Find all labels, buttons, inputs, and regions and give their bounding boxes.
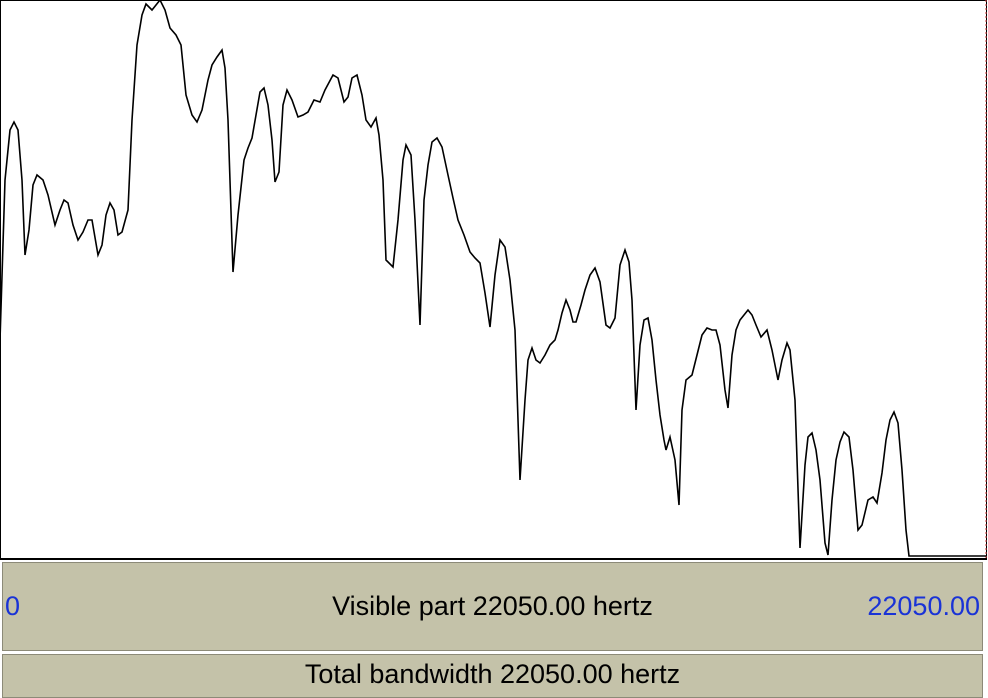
end-frequency: 22050.00 bbox=[867, 591, 980, 621]
visible-part-bar[interactable]: 0 Visible part 22050.00 hertz 22050.00 bbox=[2, 562, 983, 651]
start-frequency: 0 bbox=[5, 591, 21, 621]
total-bandwidth-bar[interactable]: Total bandwidth 22050.00 hertz bbox=[2, 654, 983, 698]
total-bandwidth-label: Total bandwidth 22050.00 hertz bbox=[304, 659, 681, 689]
plot-frame bbox=[0, 0, 987, 560]
spectrum-curve bbox=[0, 0, 986, 557]
spectrum-plot bbox=[0, 0, 987, 560]
visible-part-label: Visible part 22050.00 hertz bbox=[332, 591, 653, 621]
